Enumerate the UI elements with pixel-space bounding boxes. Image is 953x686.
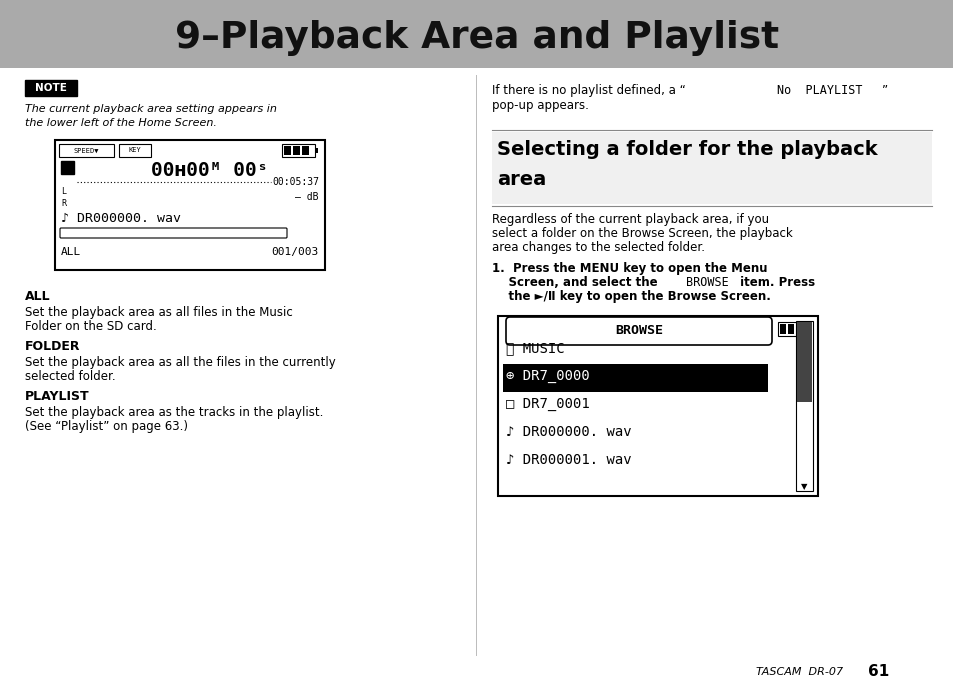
Text: pop-up appears.: pop-up appears. xyxy=(492,99,588,112)
Text: If there is no playlist defined, a “: If there is no playlist defined, a “ xyxy=(492,84,685,97)
Text: 9–Playback Area and Playlist: 9–Playback Area and Playlist xyxy=(174,20,779,56)
Text: R: R xyxy=(61,198,66,207)
Text: item. Press: item. Press xyxy=(735,276,814,289)
Text: Regardless of the current playback area, if you: Regardless of the current playback area,… xyxy=(492,213,768,226)
Bar xyxy=(302,146,309,155)
Text: 61: 61 xyxy=(867,665,888,680)
Text: Set the playback area as all the files in the currently: Set the playback area as all the files i… xyxy=(25,356,335,369)
Bar xyxy=(492,132,931,204)
Text: 00:05:37: 00:05:37 xyxy=(272,177,318,187)
Bar xyxy=(25,80,77,96)
Bar xyxy=(795,324,801,334)
Text: selected folder.: selected folder. xyxy=(25,370,115,383)
Text: — dB: — dB xyxy=(295,192,318,202)
Text: ♪ DR000000. wav: ♪ DR000000. wav xyxy=(61,211,181,224)
Bar xyxy=(293,146,299,155)
Bar xyxy=(796,322,811,402)
Text: Folder on the SD card.: Folder on the SD card. xyxy=(25,320,156,333)
Bar xyxy=(119,144,151,157)
Bar xyxy=(314,148,317,153)
Text: select a folder on the Browse Screen, the playback: select a folder on the Browse Screen, th… xyxy=(492,227,792,240)
Text: the ►/Ⅱ key to open the Browse Screen.: the ►/Ⅱ key to open the Browse Screen. xyxy=(492,290,770,303)
Text: BROWSE: BROWSE xyxy=(615,324,662,338)
Text: area changes to the selected folder.: area changes to the selected folder. xyxy=(492,241,704,254)
Bar xyxy=(502,364,767,392)
Text: Ⓡ MUSIC: Ⓡ MUSIC xyxy=(505,341,564,355)
Bar xyxy=(805,327,808,331)
Text: Set the playback area as the tracks in the playlist.: Set the playback area as the tracks in t… xyxy=(25,406,323,419)
Text: ♪ DR000001. wav: ♪ DR000001. wav xyxy=(505,453,631,467)
Bar xyxy=(778,322,807,336)
Text: Set the playback area as all files in the Music: Set the playback area as all files in th… xyxy=(25,306,293,319)
Bar xyxy=(787,324,793,334)
Text: SPEED▼: SPEED▼ xyxy=(73,147,99,154)
Text: PLAYLIST: PLAYLIST xyxy=(25,390,90,403)
Text: ♪ DR000000. wav: ♪ DR000000. wav xyxy=(505,425,631,439)
Text: the lower left of the Home Screen.: the lower left of the Home Screen. xyxy=(25,118,216,128)
Text: ALL: ALL xyxy=(61,247,81,257)
Text: BROWSE: BROWSE xyxy=(685,276,728,289)
Text: □ DR7_0001: □ DR7_0001 xyxy=(505,397,589,411)
Bar xyxy=(59,144,113,157)
Bar xyxy=(55,140,325,270)
Text: TASCAM  DR-07: TASCAM DR-07 xyxy=(755,667,842,677)
Text: FOLDER: FOLDER xyxy=(25,340,80,353)
Bar xyxy=(780,324,785,334)
Text: ”: ” xyxy=(882,84,887,97)
Text: NOTE: NOTE xyxy=(35,83,67,93)
Bar xyxy=(61,161,74,174)
Text: 001/003: 001/003 xyxy=(272,247,318,257)
Bar xyxy=(795,321,812,491)
Text: ⊕ DR7_0000: ⊕ DR7_0000 xyxy=(505,369,589,383)
Bar xyxy=(0,0,953,68)
FancyBboxPatch shape xyxy=(60,228,287,238)
Bar xyxy=(282,144,314,157)
Text: No  PLAYLIST: No PLAYLIST xyxy=(776,84,862,97)
Text: ▼: ▼ xyxy=(800,482,806,491)
Text: Screen, and select the: Screen, and select the xyxy=(492,276,661,289)
Text: L: L xyxy=(61,187,66,196)
FancyBboxPatch shape xyxy=(505,317,771,345)
Text: area: area xyxy=(497,170,546,189)
Text: 00ʜ00ᴹ 00ˢ: 00ʜ00ᴹ 00ˢ xyxy=(152,161,269,180)
Text: 1.  Press the MENU key to open the Menu: 1. Press the MENU key to open the Menu xyxy=(492,262,767,275)
Text: Selecting a folder for the playback: Selecting a folder for the playback xyxy=(497,140,877,159)
Text: The current playback area setting appears in: The current playback area setting appear… xyxy=(25,104,276,114)
Text: ALL: ALL xyxy=(25,290,51,303)
Text: (See “Playlist” on page 63.): (See “Playlist” on page 63.) xyxy=(25,420,188,433)
Bar xyxy=(497,316,817,496)
Bar xyxy=(284,146,291,155)
Text: KEY: KEY xyxy=(129,147,141,154)
